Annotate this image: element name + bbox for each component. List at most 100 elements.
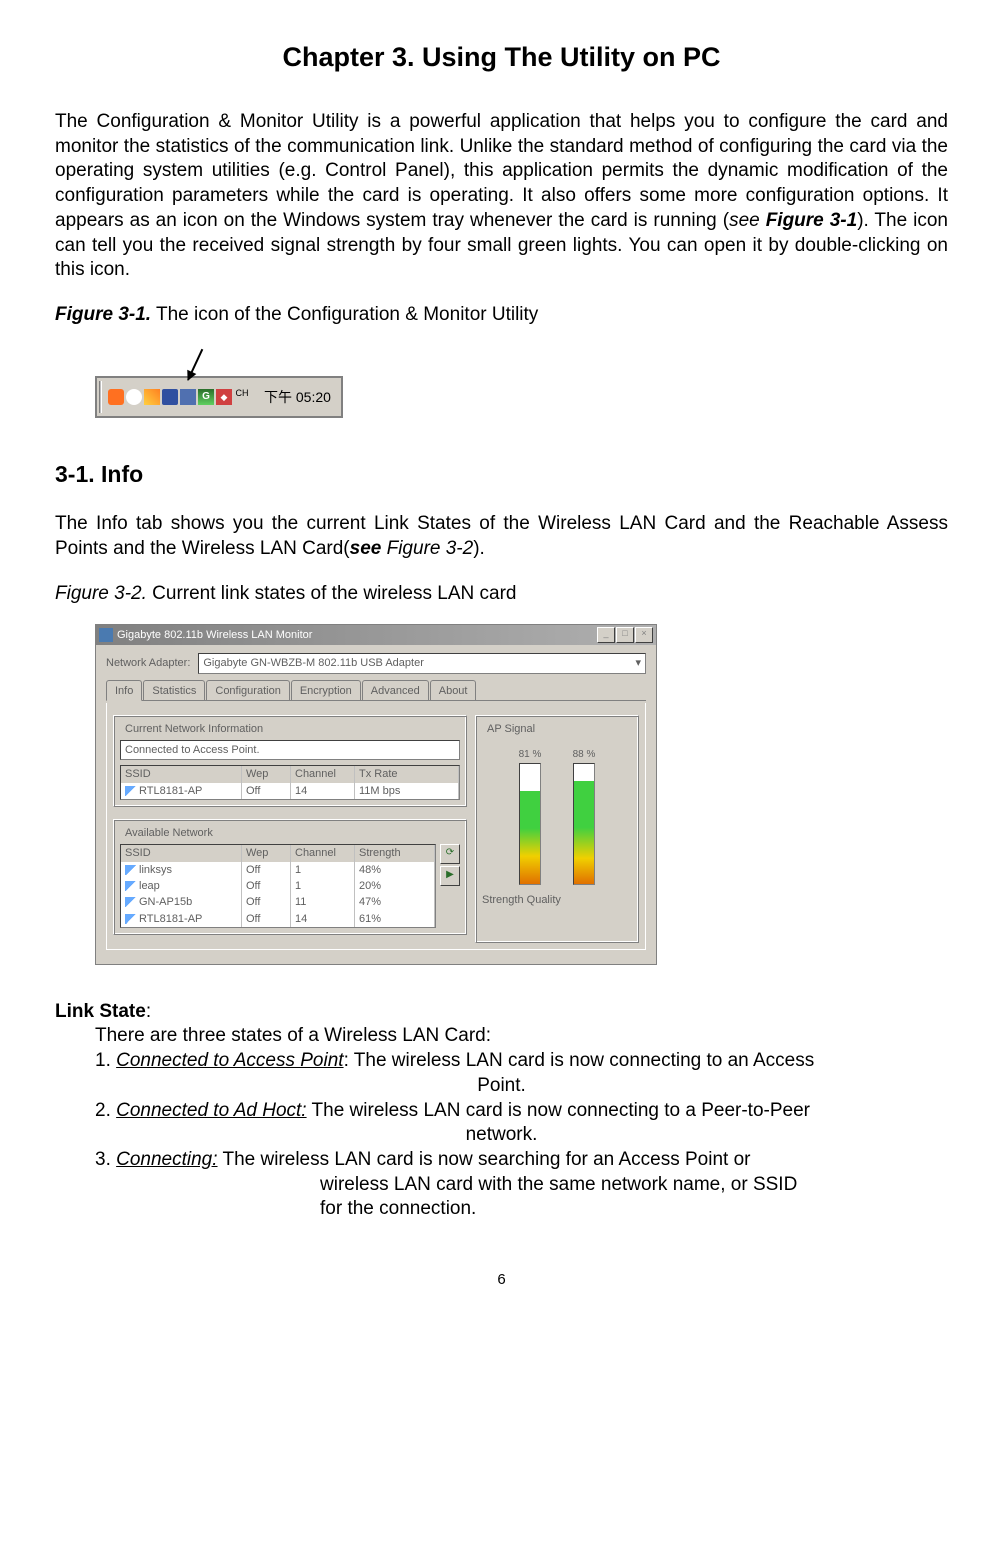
table-row[interactable]: GN-AP15bOff1147% <box>121 894 435 910</box>
network-icon <box>125 865 137 875</box>
section-3-1-heading: 3-1. Info <box>55 460 948 490</box>
link-state-item-1: 1. Connected to Access Point: The wirele… <box>95 1049 948 1074</box>
tab-about[interactable]: About <box>430 680 477 700</box>
network-icon <box>125 786 137 796</box>
col-txrate: Tx Rate <box>355 766 459 782</box>
figure-3-1-label: Figure 3-1. The icon of the Configuratio… <box>55 303 948 328</box>
adapter-row: Network Adapter: Gigabyte GN-WBZB-M 802.… <box>106 653 646 673</box>
ap-signal-label: AP Signal <box>484 722 538 736</box>
link-state-item-2-cont: network. <box>55 1123 948 1148</box>
tray-icon <box>108 389 124 405</box>
figure-3-2-window: Gigabyte 802.11b Wireless LAN Monitor _ … <box>95 624 657 965</box>
group-label: Current Network Information <box>122 722 266 736</box>
cell: 20% <box>355 878 435 894</box>
cell: 48% <box>355 862 435 878</box>
system-clock: 下午 05:20 <box>254 388 341 406</box>
window-titlebar: Gigabyte 802.11b Wireless LAN Monitor _ … <box>96 625 656 645</box>
col-channel: Channel <box>291 766 355 782</box>
arrow-annotation <box>187 348 203 380</box>
cell: 1 <box>291 862 355 878</box>
cell-wep: Off <box>242 783 291 799</box>
current-network-group: Current Network Information Connected to… <box>113 715 467 807</box>
figure-3-1-image: G ◆ CH 下午 05:20 <box>95 346 948 421</box>
tray-icons-group: G ◆ CH <box>104 389 254 405</box>
current-network-table: SSID Wep Channel Tx Rate RTL8181-AP Off … <box>120 765 460 800</box>
maximize-button[interactable]: □ <box>616 627 634 643</box>
tray-icon <box>180 389 196 405</box>
cell: 14 <box>291 911 355 927</box>
cell: Off <box>242 862 291 878</box>
network-icon <box>125 914 137 924</box>
info-paragraph: The Info tab shows you the current Link … <box>55 512 948 561</box>
system-tray: G ◆ CH 下午 05:20 <box>95 376 343 418</box>
close-button[interactable]: × <box>635 627 653 643</box>
cell: GN-AP15b <box>121 894 242 910</box>
bar-container <box>573 763 595 885</box>
bar-fill <box>520 791 540 885</box>
page-number: 6 <box>55 1270 948 1290</box>
tab-configuration[interactable]: Configuration <box>206 680 289 700</box>
text-segment: Figure 3-2 <box>381 538 473 559</box>
tab-advanced[interactable]: Advanced <box>362 680 429 700</box>
table-header-row: SSID Wep Channel Tx Rate <box>121 766 459 782</box>
network-icon <box>125 881 137 891</box>
link-state-item-1-cont: Point. <box>55 1074 948 1099</box>
col-ssid: SSID <box>121 766 242 782</box>
figure-3-2-label: Figure 3-2. Current link states of the w… <box>55 582 948 607</box>
tab-info[interactable]: Info <box>106 680 142 701</box>
connect-button[interactable]: ▶ <box>440 866 460 886</box>
figure-label-prefix: Figure 3-1. <box>55 304 151 325</box>
link-state-item-3-cont: wireless LAN card with the same network … <box>320 1173 948 1198</box>
tab-statistics[interactable]: Statistics <box>143 680 205 700</box>
ap-signal-pane: AP Signal 81 % 88 % Strength Quality <box>475 715 639 943</box>
bar-container <box>519 763 541 885</box>
text-segment: see <box>350 538 382 559</box>
info-tab-content: Current Network Information Connected to… <box>106 703 646 950</box>
link-state-item-3-cont2: for the connection. <box>320 1197 948 1222</box>
refresh-button[interactable]: ⟳ <box>440 844 460 864</box>
window-controls: _ □ × <box>597 627 653 643</box>
group-label: Available Network <box>122 826 216 840</box>
available-network-table: SSID Wep Channel Strength linksysOff148%… <box>120 844 436 927</box>
available-network-group: Available Network SSID Wep Channel Stren… <box>113 819 467 935</box>
network-icon <box>125 897 137 907</box>
col-wep: Wep <box>242 766 291 782</box>
table-row[interactable]: RTL8181-APOff1461% <box>121 911 435 927</box>
figure-label-text: The icon of the Configuration & Monitor … <box>151 304 538 325</box>
tab-encryption[interactable]: Encryption <box>291 680 361 700</box>
text-segment: ). <box>473 538 485 559</box>
col-strength: Strength <box>355 845 435 861</box>
cell: Off <box>242 878 291 894</box>
tray-icon: CH <box>234 389 250 405</box>
col-wep: Wep <box>242 845 291 861</box>
tray-icon <box>162 389 178 405</box>
minimize-button[interactable]: _ <box>597 627 615 643</box>
text-segment: The Info tab shows you the current Link … <box>55 513 948 559</box>
link-state-section: Link State: There are three states of a … <box>55 1000 948 1222</box>
tray-icon: ◆ <box>216 389 232 405</box>
tray-icon: G <box>198 389 214 405</box>
figure-label-prefix: Figure 3-2. <box>55 583 147 604</box>
text-segment: Figure 3-1 <box>766 210 858 231</box>
strength-bar: 81 % <box>514 748 546 885</box>
strength-quality-label: Strength Quality <box>482 893 632 907</box>
figure-label-text: Current link states of the wireless LAN … <box>147 583 517 604</box>
bar-fill <box>574 781 594 884</box>
table-row[interactable]: RTL8181-AP Off 14 11M bps <box>121 783 459 799</box>
cell: Off <box>242 894 291 910</box>
cell-channel: 14 <box>291 783 355 799</box>
col-ssid: SSID <box>121 845 242 861</box>
app-icon <box>99 628 113 642</box>
adapter-combo[interactable]: Gigabyte GN-WBZB-M 802.11b USB Adapter ▾ <box>198 653 646 673</box>
tray-icon <box>144 389 160 405</box>
cell: 47% <box>355 894 435 910</box>
side-buttons: ⟳ ▶ <box>440 844 460 927</box>
signal-bars: 81 % 88 % <box>482 748 632 885</box>
cell: 11 <box>291 894 355 910</box>
table-row[interactable]: linksysOff148% <box>121 862 435 878</box>
table-row[interactable]: leapOff120% <box>121 878 435 894</box>
left-pane: Current Network Information Connected to… <box>113 709 467 943</box>
text-segment: see <box>729 210 766 231</box>
quality-percent: 88 % <box>568 748 600 761</box>
cell: leap <box>121 878 242 894</box>
